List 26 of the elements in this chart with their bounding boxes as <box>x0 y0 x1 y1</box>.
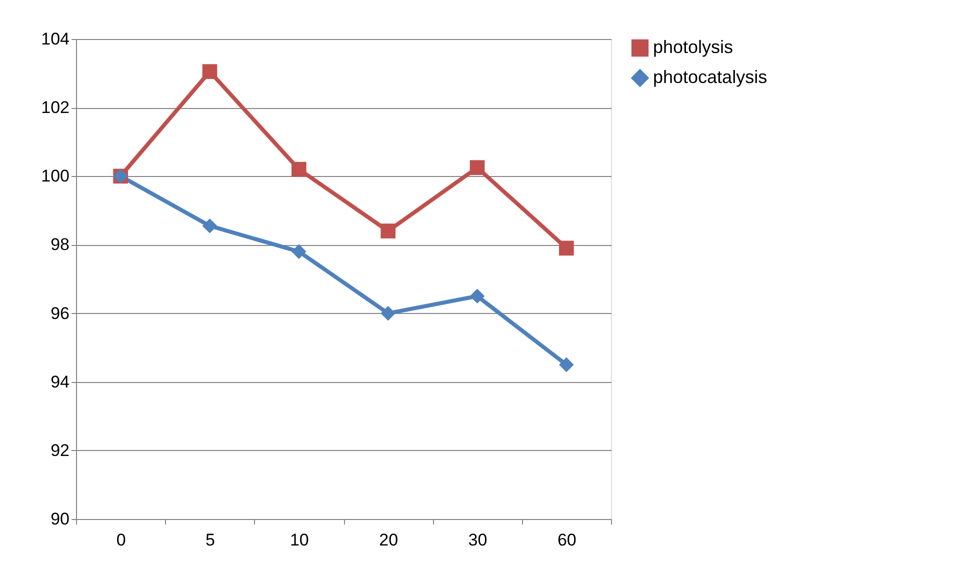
point <box>292 162 306 177</box>
y-tick-label: 98 <box>50 235 70 254</box>
point <box>559 240 574 256</box>
y-tick-label: 96 <box>50 304 70 323</box>
y-tick-label: 102 <box>41 98 70 118</box>
x-tick-label: 5 <box>206 530 215 550</box>
x-tick-label: 0 <box>116 530 126 550</box>
x-tick-label: 10 <box>290 530 309 550</box>
x-tick-label: 60 <box>557 530 576 550</box>
point <box>380 306 396 321</box>
legend-label: photolysis <box>653 37 734 57</box>
y-tick-label: 90 <box>50 510 70 528</box>
point <box>470 160 485 175</box>
point <box>202 218 218 234</box>
point <box>380 224 396 238</box>
legend-label: photocatalysis <box>653 67 768 87</box>
point <box>202 64 218 79</box>
y-tick-label: 104 <box>41 30 70 48</box>
point <box>559 357 574 372</box>
point <box>292 244 306 259</box>
y-tick-label: 92 <box>50 440 70 460</box>
x-tick-label: 20 <box>379 530 398 550</box>
point <box>470 288 485 304</box>
x-tick-label: 30 <box>468 530 488 550</box>
y-tick-label: 100 <box>41 166 70 186</box>
y-tick-label: 94 <box>50 372 70 392</box>
